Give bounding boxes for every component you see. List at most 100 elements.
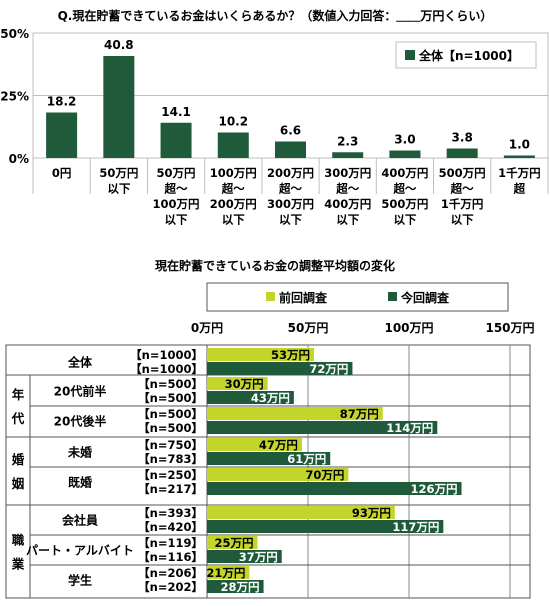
chart1-x-tick-label: 超～: [450, 182, 474, 196]
chart2-prev-n-label: 【n=500】: [138, 407, 203, 421]
chart1-x-tick-label: 300万円: [324, 166, 371, 180]
chart2-prev-n-label: 【n=206】: [138, 566, 203, 580]
chart1-bar: [389, 150, 421, 158]
chart1-value-label: 18.2: [47, 95, 77, 109]
chart1-legend-swatch: [405, 50, 415, 60]
chart2-prev-n-label: 【n=500】: [138, 377, 203, 391]
chart1-x-tick-label: 400万円: [381, 166, 428, 180]
chart2-curr-value-label: 72万円: [309, 362, 348, 376]
chart1-x-tick-label: 500万円: [439, 166, 486, 180]
chart2-bar-prev: [207, 506, 395, 519]
chart2-group-label: 婚: [11, 452, 25, 467]
chart2-category-label: 20代後半: [54, 414, 107, 429]
distribution-chart: Q.現在貯蓄できているお金はいくらあるか？（数値入力回答：＿＿万円くらい） 50…: [0, 8, 549, 227]
chart2-category-label: 全体: [67, 355, 93, 370]
chart1-x-tick-label: 超～: [335, 182, 359, 196]
chart1-legend-label: 全体【n=1000】: [418, 48, 519, 63]
chart1-value-label: 10.2: [218, 115, 248, 129]
chart2-legend: 前回調査 今回調査: [206, 282, 509, 312]
chart2-legend-box: [206, 282, 509, 312]
chart1-y-tick-label: 0%: [9, 152, 29, 166]
chart2-curr-n-label: 【n=783】: [138, 452, 203, 466]
chart2-curr-value-label: 61万円: [287, 452, 326, 466]
chart2-bar-curr: [207, 580, 264, 593]
chart1-x-tick-label: 以下: [165, 213, 188, 227]
chart1-x-tick-label: 50万円: [157, 166, 196, 180]
chart1-value-label: 3.0: [394, 133, 415, 147]
chart1-legend: 全体【n=1000】: [395, 41, 537, 69]
chart2-legend-swatch: [266, 292, 275, 301]
chart2-group-label: 年: [12, 387, 25, 402]
chart2-prev-value-label: 47万円: [259, 438, 298, 452]
chart1-bar: [332, 152, 364, 158]
chart2-curr-n-label: 【n=420】: [138, 520, 203, 534]
chart1-bar: [217, 132, 249, 158]
chart2-bar-curr: [207, 520, 444, 533]
chart2-prev-value-label: 87万円: [340, 407, 379, 421]
chart2-x-tick-label: 100万円: [384, 321, 433, 335]
chart2-group-label: 業: [11, 557, 25, 572]
chart2-prev-value-label: 93万円: [352, 506, 391, 520]
chart1-value-labels: 18.2 40.8 14.1 10.2 6.6 2.3 3.0 3.8 1.0: [47, 38, 530, 152]
chart2-bar-prev: [207, 348, 315, 361]
chart2-curr-value-label: 114万円: [386, 421, 433, 435]
chart1-value-label: 3.8: [452, 131, 473, 145]
chart1-x-tick-label: 500万円: [381, 197, 428, 211]
chart1-x-axis: 0円 50万円以下50万円超～100万円以下100万円超～200万円以下200万円…: [32, 158, 549, 227]
chart1-value-label: 6.6: [280, 124, 301, 138]
chart2-x-tick-label: 0万円: [191, 321, 223, 335]
chart2-bar-curr: [207, 452, 331, 465]
chart2-category-label: 既婚: [68, 475, 92, 490]
chart2-curr-n-label: 【n=500】: [138, 391, 203, 405]
chart1-y-tick-label: 25%: [0, 90, 29, 104]
chart2-x-tick-label: 150万円: [485, 321, 534, 335]
chart1-x-tick-label: 100万円: [153, 197, 200, 211]
chart2-category-label: 未婚: [67, 445, 92, 460]
chart1-x-tick-label: 200万円: [210, 197, 257, 211]
chart2-curr-value-label: 126万円: [411, 482, 458, 496]
chart2-bar-prev: [207, 438, 302, 451]
chart1-x-tick-label: 1千万円: [441, 197, 484, 211]
chart2-x-tick-label: 50万円: [288, 321, 329, 335]
chart1-x-tick-label: 以下: [393, 213, 416, 227]
chart1-value-label: 2.3: [337, 134, 358, 148]
chart2-bar-curr: [207, 391, 294, 404]
chart1-x-tick-label: 超～: [164, 182, 188, 196]
chart1-bar: [275, 141, 306, 158]
chart2-prev-n-label: 【n=750】: [138, 438, 203, 452]
chart1-x-tick-label: 0円: [52, 166, 72, 180]
chart2-curr-value-label: 37万円: [239, 550, 278, 564]
chart2-labels: 年代婚姻職業全体【n=1000】【n=1000】53万円72万円20代前半【n=…: [11, 348, 458, 594]
chart2-group-label: 代: [11, 411, 25, 426]
chart2-group-label: 職: [12, 533, 25, 548]
chart2-curr-n-label: 【n=202】: [138, 580, 203, 594]
chart2-bar-prev: [207, 407, 383, 420]
chart2-bar-curr: [207, 550, 282, 563]
chart1-legend-box: [395, 41, 537, 69]
chart2-bar-prev: [207, 468, 349, 481]
chart1-x-tick-label: 超～: [221, 182, 245, 196]
chart1-x-tick-label: 50万円: [99, 166, 138, 180]
chart2-prev-value-label: 30万円: [225, 377, 264, 391]
chart1-x-tick-label: 1千万円: [498, 166, 541, 180]
chart2-x-axis: 0万円 50万円 100万円 150万円: [191, 321, 535, 335]
chart1-x-tick-label: 300万円: [267, 197, 314, 211]
chart1-x-tick-label: 以下: [451, 213, 474, 227]
chart2-category-label: パート・アルバイト: [26, 544, 134, 558]
chart2-curr-n-label: 【n=116】: [138, 550, 203, 564]
chart2-title: 現在貯蓄できているお金の調整平均額の変化: [155, 258, 395, 273]
chart2-curr-value-label: 43万円: [251, 391, 290, 405]
chart2-legend-label: 前回調査: [279, 290, 328, 305]
chart1-bar: [103, 56, 135, 158]
chart1-x-tick-label: 200万円: [267, 166, 314, 180]
chart2-legend-swatch: [388, 292, 397, 301]
chart1-bars: [46, 56, 535, 158]
chart1-bar: [46, 112, 78, 158]
chart1-x-tick-label: 400万円: [324, 197, 371, 211]
chart2-group-label: 姻: [12, 476, 25, 491]
chart1-bar: [446, 148, 478, 158]
chart1-bar: [503, 155, 535, 158]
chart2-bar-curr: [207, 482, 462, 495]
chart1-value-label: 1.0: [509, 138, 530, 152]
